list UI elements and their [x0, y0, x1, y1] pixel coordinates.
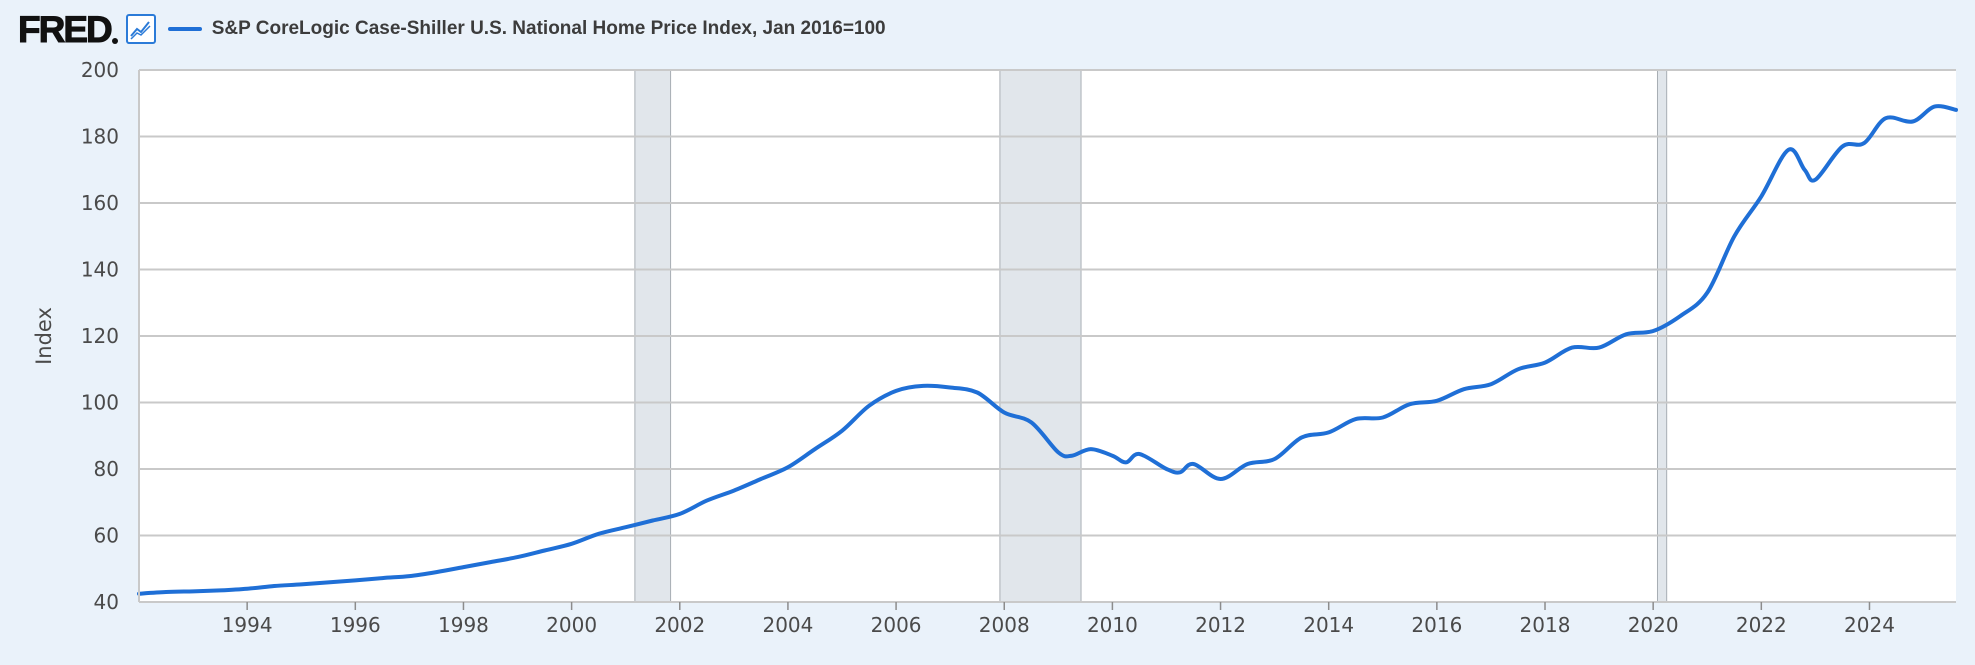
- gridlines: [139, 69, 1956, 603]
- series-line[interactable]: [137, 104, 1958, 596]
- y-tick-label-120: 120: [81, 324, 119, 348]
- x-tick-label-2020: 2020: [1628, 613, 1679, 637]
- x-tick-label-2006: 2006: [871, 613, 922, 637]
- x-tick-label-2022: 2022: [1736, 613, 1787, 637]
- y-tick-label-60: 60: [94, 524, 119, 548]
- y-tick-label-100: 100: [81, 391, 119, 415]
- y-axis-label: Index: [32, 307, 56, 365]
- y-tick-label-40: 40: [94, 590, 119, 614]
- graph-icon-glyph: [129, 21, 151, 40]
- y-tick-label-140: 140: [81, 258, 119, 282]
- legend-line-swatch: [167, 27, 202, 31]
- x-tick-label-2008: 2008: [979, 613, 1030, 637]
- y-tick-label-180: 180: [81, 125, 119, 149]
- x-tick-label-1994: 1994: [222, 613, 273, 637]
- y-tick-label-160: 160: [81, 191, 119, 215]
- x-tick-label-2002: 2002: [654, 613, 705, 637]
- graph-icon[interactable]: [125, 14, 156, 44]
- x-tick-label-2010: 2010: [1087, 613, 1138, 637]
- chart-header: FRED S&P CoreLogic Case-Shiller U.S. Nat…: [18, 8, 886, 50]
- x-tick-label-2016: 2016: [1411, 613, 1462, 637]
- x-tick-label-2012: 2012: [1195, 613, 1246, 637]
- x-tick-label-1996: 1996: [330, 613, 381, 637]
- x-tick-label-2004: 2004: [762, 613, 813, 637]
- y-tick-label-80: 80: [94, 457, 119, 481]
- x-tick-label-2024: 2024: [1844, 613, 1895, 637]
- x-axis-ticks: 1994 1996 1998 2000 2002 2004 2006 2008 2010 2012…: [222, 602, 1895, 637]
- y-axis-ticks: 40 60 80 100 120 140 160 180 200: [81, 58, 119, 614]
- x-tick-label-1998: 1998: [438, 613, 489, 637]
- x-tick-label-2014: 2014: [1303, 613, 1354, 637]
- fred-logo[interactable]: FRED: [18, 8, 114, 50]
- legend-label[interactable]: S&P CoreLogic Case-Shiller U.S. National…: [211, 18, 886, 39]
- y-tick-label-200: 200: [81, 58, 119, 82]
- x-tick-label-2000: 2000: [546, 613, 597, 637]
- x-tick-label-2018: 2018: [1520, 613, 1571, 637]
- fred-logo-dot: [111, 38, 118, 44]
